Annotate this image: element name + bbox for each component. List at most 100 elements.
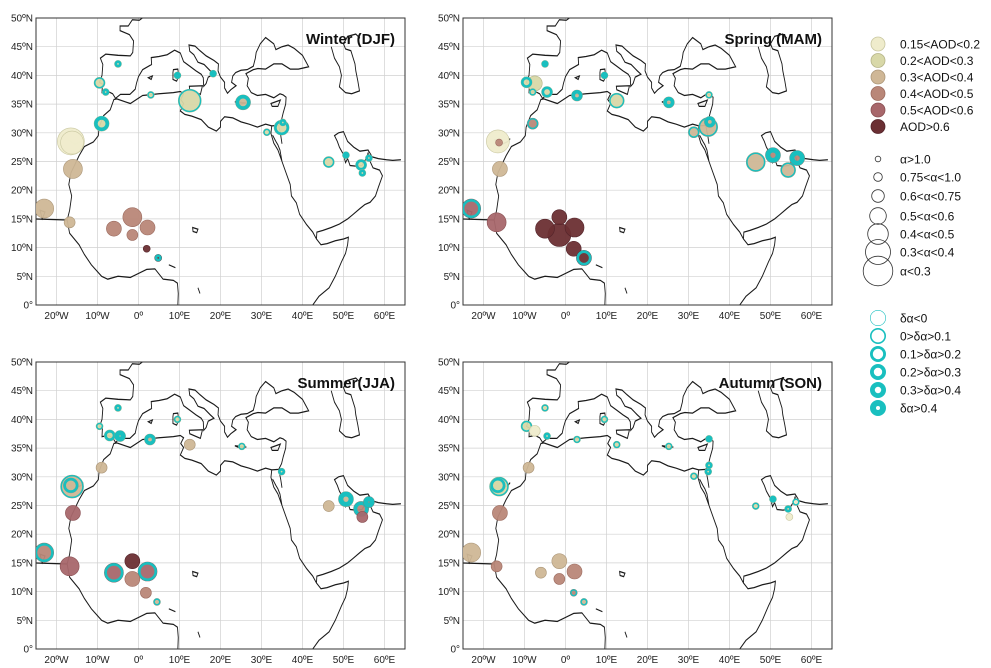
site-marker[interactable] [705, 91, 713, 99]
site-marker[interactable] [528, 425, 541, 437]
site-marker[interactable] [784, 505, 792, 513]
site-marker[interactable] [147, 91, 155, 99]
site-marker[interactable] [235, 94, 251, 111]
site-marker[interactable] [126, 229, 139, 241]
site-marker[interactable] [520, 76, 533, 89]
site-marker[interactable] [565, 240, 582, 257]
site-marker[interactable] [142, 244, 151, 253]
site-marker[interactable] [551, 553, 568, 569]
site-marker[interactable] [279, 118, 287, 127]
site-marker[interactable] [780, 162, 796, 178]
site-marker[interactable] [792, 498, 800, 506]
site-marker[interactable] [576, 250, 592, 266]
site-marker[interactable] [154, 254, 162, 262]
site-marker[interactable] [566, 563, 583, 580]
site-marker[interactable] [528, 88, 537, 96]
site-marker[interactable] [95, 422, 104, 431]
site-marker[interactable] [665, 442, 673, 451]
site-marker[interactable] [114, 60, 122, 68]
site-marker[interactable] [238, 442, 246, 451]
site-marker[interactable] [356, 511, 369, 523]
site-marker[interactable] [342, 151, 350, 159]
site-marker[interactable] [60, 130, 84, 155]
site-marker[interactable] [358, 169, 367, 177]
site-marker[interactable] [63, 159, 83, 179]
site-marker[interactable] [209, 69, 217, 78]
site-marker[interactable] [688, 126, 700, 139]
site-marker[interactable] [492, 505, 508, 521]
site-marker[interactable] [745, 152, 766, 172]
site-marker[interactable] [704, 467, 712, 476]
site-marker[interactable] [122, 207, 143, 227]
site-marker[interactable] [522, 461, 535, 474]
site-marker[interactable] [101, 88, 110, 96]
site-marker[interactable] [571, 89, 583, 102]
site-marker[interactable] [690, 472, 698, 481]
site-marker[interactable] [363, 496, 375, 508]
site-marker[interactable] [63, 477, 79, 494]
site-marker[interactable] [543, 432, 551, 440]
site-marker[interactable] [35, 198, 54, 219]
site-marker[interactable] [59, 556, 80, 577]
site-marker[interactable] [751, 502, 760, 510]
site-marker[interactable] [573, 435, 581, 444]
site-marker[interactable] [490, 560, 503, 573]
site-marker[interactable] [63, 216, 76, 229]
site-marker[interactable] [277, 467, 286, 476]
site-marker[interactable] [104, 429, 116, 442]
site-marker[interactable] [663, 96, 675, 109]
site-marker[interactable] [705, 461, 713, 470]
site-marker[interactable] [338, 491, 354, 507]
site-marker[interactable] [612, 440, 621, 449]
site-marker[interactable] [140, 586, 152, 599]
site-marker[interactable] [124, 553, 141, 569]
site-marker[interactable] [541, 60, 549, 68]
site-marker[interactable] [462, 198, 481, 219]
site-marker[interactable] [490, 477, 506, 494]
site-marker[interactable] [355, 159, 367, 171]
site-marker[interactable] [144, 433, 156, 446]
site-marker[interactable] [769, 495, 777, 503]
site-marker[interactable] [785, 513, 794, 521]
site-marker[interactable] [541, 404, 549, 412]
site-marker[interactable] [35, 542, 54, 563]
site-marker[interactable] [114, 430, 126, 442]
site-marker[interactable] [580, 598, 588, 606]
site-marker[interactable] [789, 150, 805, 166]
site-marker[interactable] [173, 71, 182, 80]
site-marker[interactable] [106, 220, 122, 237]
site-marker[interactable] [177, 88, 202, 113]
site-marker[interactable] [263, 128, 271, 137]
site-marker[interactable] [93, 115, 110, 132]
site-marker[interactable] [535, 218, 555, 239]
site-marker[interactable] [492, 161, 508, 177]
site-marker[interactable] [600, 71, 609, 80]
site-marker[interactable] [139, 219, 156, 236]
site-marker[interactable] [600, 415, 609, 424]
site-marker[interactable] [183, 438, 196, 451]
site-marker[interactable] [486, 212, 507, 233]
site-marker[interactable] [495, 138, 503, 147]
site-marker[interactable] [322, 500, 335, 512]
site-marker[interactable] [95, 461, 108, 474]
site-marker[interactable] [322, 156, 335, 168]
site-marker[interactable] [124, 571, 141, 587]
site-marker[interactable] [65, 505, 81, 521]
site-marker[interactable] [704, 116, 716, 128]
site-marker[interactable] [551, 209, 568, 225]
site-marker[interactable] [137, 561, 158, 582]
site-marker[interactable] [173, 415, 182, 424]
site-marker[interactable] [104, 562, 124, 583]
site-marker[interactable] [541, 86, 553, 98]
site-marker[interactable] [705, 435, 713, 443]
site-marker[interactable] [93, 77, 106, 89]
site-marker[interactable] [608, 92, 625, 109]
site-marker[interactable] [462, 542, 481, 563]
site-marker[interactable] [365, 154, 373, 162]
site-marker[interactable] [569, 588, 578, 597]
site-marker[interactable] [153, 598, 161, 606]
site-marker[interactable] [114, 404, 122, 412]
site-marker[interactable] [564, 217, 585, 238]
site-marker[interactable] [526, 117, 539, 130]
site-marker[interactable] [765, 147, 781, 163]
